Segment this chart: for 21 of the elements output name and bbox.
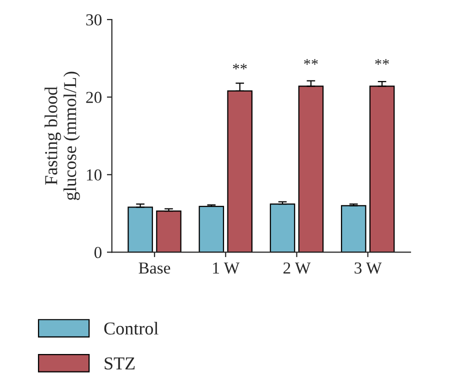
y-tick-label: 0 (94, 246, 102, 258)
bar (198, 206, 224, 252)
x-tick-label: 3 W (354, 262, 382, 274)
y-axis-title: Fasting blood glucose (mmol/L) (44, 72, 80, 200)
annotation: ** (304, 59, 318, 65)
x-tick-label: 1 W (213, 262, 240, 274)
y-tick-label: 30 (86, 14, 102, 26)
bar (128, 206, 153, 252)
bar (340, 205, 366, 252)
legend-label: Control (104, 322, 158, 335)
bar (270, 204, 296, 252)
annotation: ** (375, 59, 389, 65)
y-tick-label: 20 (86, 92, 102, 104)
y-tick-label: 10 (86, 169, 102, 181)
legend-label: STZ (104, 357, 135, 370)
x-tick-label: Base (138, 262, 170, 274)
bar (369, 86, 395, 252)
bar (298, 86, 324, 252)
annotation: ** (232, 64, 247, 70)
bar (156, 210, 182, 252)
x-tick-label: 2 W (283, 262, 311, 274)
